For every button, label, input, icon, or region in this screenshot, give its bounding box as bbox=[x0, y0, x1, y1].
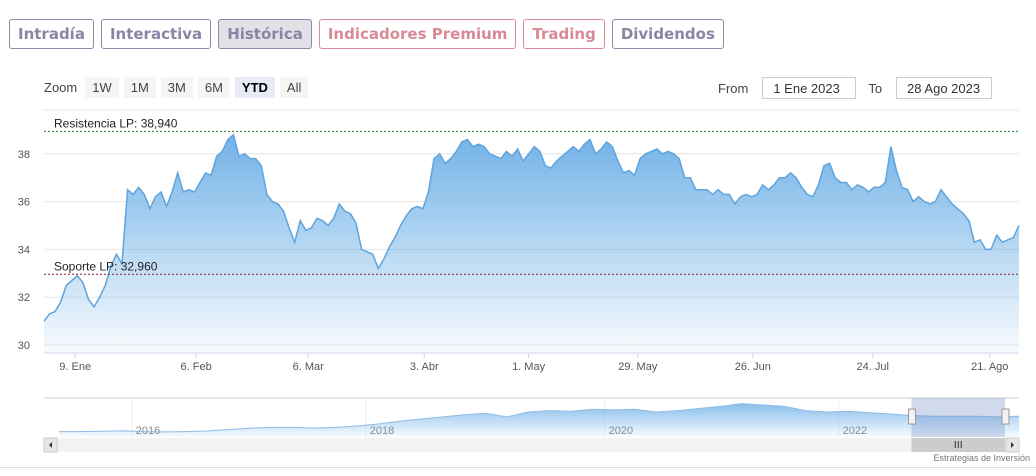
tab-trading[interactable]: Trading bbox=[523, 19, 605, 49]
tab-dividendos[interactable]: Dividendos bbox=[611, 19, 724, 49]
x-tick-label: 1. May bbox=[512, 361, 546, 373]
x-tick-label: 3. Abr bbox=[410, 361, 439, 373]
chart-type-tabs: Intradía Interactiva Histórica Indicadores … bbox=[9, 19, 724, 49]
zoom-3m-button[interactable]: 3M bbox=[160, 77, 193, 98]
tab-hist-rica[interactable]: Histórica bbox=[218, 19, 312, 49]
y-tick-label: 34 bbox=[18, 244, 30, 256]
x-tick-label: 24. Jul bbox=[857, 361, 889, 373]
zoom-6m-button[interactable]: 6M bbox=[197, 77, 230, 98]
chart-credit[interactable]: Estrategias de Inversión bbox=[933, 453, 1030, 463]
y-tick-label: 36 bbox=[18, 197, 30, 209]
y-tick-label: 32 bbox=[18, 292, 30, 304]
zoom-selector: Zoom 1W 1M 3M 6M YTD All bbox=[44, 77, 309, 98]
zoom-ytd-button[interactable]: YTD bbox=[234, 77, 275, 98]
arrow-right-icon bbox=[1011, 442, 1014, 448]
arrow-left-icon bbox=[49, 442, 52, 448]
divider bbox=[0, 467, 1036, 468]
navigator-area bbox=[59, 403, 1019, 437]
y-tick-label: 38 bbox=[18, 149, 30, 161]
navigator-selection[interactable] bbox=[911, 398, 1006, 437]
zoom-label: Zoom bbox=[44, 80, 78, 95]
scrollbar-track[interactable] bbox=[44, 438, 1019, 452]
x-tick-label: 21. Ago bbox=[971, 361, 1008, 373]
price-line bbox=[43, 133, 1020, 322]
tab-intrad-a[interactable]: Intradía bbox=[9, 19, 94, 49]
zoom-1m-button[interactable]: 1M bbox=[123, 77, 156, 98]
support-label: Soporte LP: 32,960 bbox=[54, 259, 158, 273]
x-tick-label: 6. Feb bbox=[181, 361, 212, 373]
tab-interactiva[interactable]: Interactiva bbox=[100, 19, 212, 49]
zoom-all-button[interactable]: All bbox=[279, 77, 309, 98]
price-area bbox=[44, 134, 1019, 353]
zoom-1w-button[interactable]: 1W bbox=[85, 77, 119, 98]
to-date-input[interactable]: 28 Ago 2023 bbox=[896, 77, 993, 99]
navigator-handle-left[interactable] bbox=[908, 408, 916, 425]
from-date-input[interactable]: 1 Ene 2023 bbox=[762, 77, 857, 99]
navigator-line bbox=[59, 403, 1020, 433]
x-tick-label: 29. May bbox=[618, 361, 658, 373]
tab-indicadores-premium[interactable]: Indicadores Premium bbox=[318, 19, 517, 49]
x-tick-label: 9. Ene bbox=[59, 361, 91, 373]
date-range: From 1 Ene 2023 To 28 Ago 2023 bbox=[718, 77, 993, 99]
x-tick-label: 6. Mar bbox=[293, 361, 325, 373]
grip-icon bbox=[954, 441, 962, 448]
to-label: To bbox=[868, 80, 883, 96]
from-label: From bbox=[718, 80, 749, 96]
navigator-handle-right[interactable] bbox=[1001, 408, 1010, 425]
y-tick-label: 30 bbox=[18, 340, 30, 352]
resistance-label: Resistencia LP: 38,940 bbox=[54, 116, 178, 130]
x-tick-label: 26. Jun bbox=[735, 361, 771, 373]
